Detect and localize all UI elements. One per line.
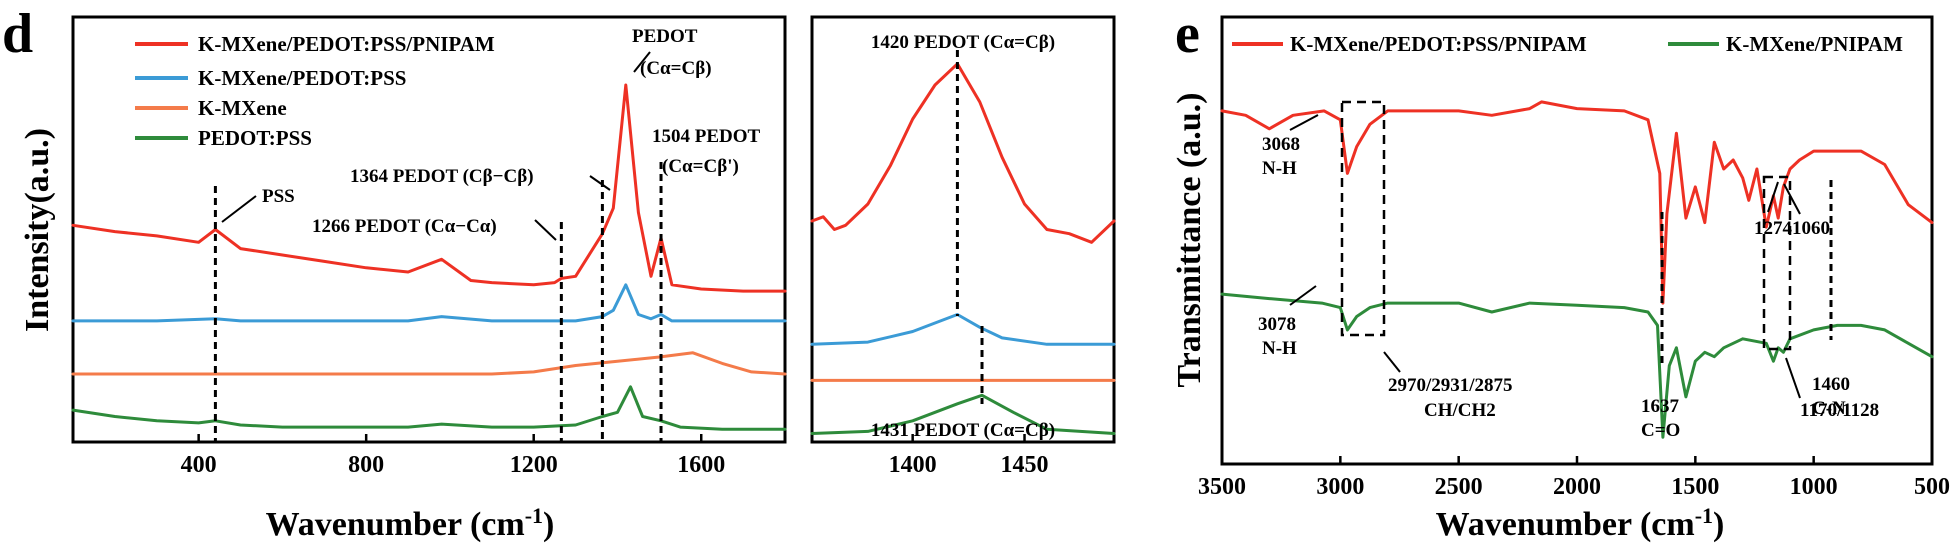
arrow-pedot	[633, 51, 651, 73]
inset-series	[810, 62, 1116, 435]
anno-3078: 3078	[1258, 314, 1296, 335]
anno-pss: PSS	[262, 186, 295, 207]
inset-series-green	[810, 393, 1116, 435]
anno-1504: 1504 PEDOT	[652, 126, 761, 147]
legend-label-red: K-MXene/PEDOT:PSS/PNIPAM	[198, 32, 495, 56]
panel-e-series-green	[1220, 292, 1934, 439]
panel-e-frame	[1220, 15, 1934, 466]
panel-e-series-red	[1220, 100, 1934, 305]
anno-pedot-sub: (Cα=Cβ)	[640, 58, 712, 79]
anno-1504-sub: (Cα=Cβ')	[662, 156, 739, 177]
panel-e-plot: 3500 3000 2500 2000 1500 1000 500 Wavenumber (…	[1171, 15, 1950, 543]
panel-d-xtick-label: 1200	[510, 452, 558, 478]
inset-anno-top: 1420 PEDOT (Cα=Cβ)	[871, 32, 1055, 53]
arrow-2970	[1383, 351, 1401, 373]
panel-letter-e: e	[1175, 3, 1200, 65]
anno-pedot: PEDOT	[632, 26, 698, 47]
legend-label-green: PEDOT:PSS	[198, 126, 312, 150]
panel-d-series-red	[71, 83, 787, 293]
anno-1460: 1460	[1812, 374, 1850, 395]
inset-series-blue	[810, 313, 1116, 346]
panel-d-xtick-label: 400	[181, 452, 217, 478]
panel-d-xtick-label: 1600	[677, 452, 725, 478]
panel-e-xtick-label: 2000	[1553, 474, 1601, 500]
panel-d-xtick-label: 800	[348, 452, 384, 478]
arrow-3078	[1289, 285, 1317, 306]
box-ch-region	[1340, 100, 1386, 337]
arrow-1060	[1783, 183, 1801, 215]
panel-d-ticks: 400 800 1200 1600	[181, 434, 725, 478]
panel-d-series-orange	[71, 351, 787, 376]
legend-e-label-green: K-MXene/PNIPAM	[1726, 32, 1903, 56]
panel-e-xtick-label: 2500	[1435, 474, 1483, 500]
panel-d-series	[71, 83, 787, 431]
inset-guides	[955, 50, 984, 404]
anno-co: C=O	[1641, 420, 1680, 441]
inset-xtick-label: 1400	[889, 452, 937, 478]
panel-d-ylabel: Intensity(a.u.)	[19, 128, 56, 332]
anno-1060: 1060	[1792, 218, 1830, 239]
panel-d-plot: 400 800 1200 1600 Wavenumber (cm-1) Intensi…	[19, 15, 787, 543]
legend-label-orange: K-MXene	[198, 96, 287, 120]
panel-e-xtick-label: 1000	[1790, 474, 1838, 500]
panel-e-xtick-label: 1500	[1671, 474, 1719, 500]
panel-e-xlabel: Wavenumber (cm-1)	[1436, 503, 1725, 543]
anno-1637: 1637	[1641, 396, 1680, 417]
anno-1170: 1170/1128	[1800, 400, 1879, 421]
inset-series-red	[810, 62, 1116, 244]
anno-1364: 1364 PEDOT (Cβ−Cβ)	[350, 166, 534, 187]
arrow-1170	[1785, 357, 1801, 399]
panel-letter-d: d	[2, 3, 33, 65]
panel-e-ylabel: Transmittance (a.u.)	[1171, 93, 1208, 388]
anno-1274: 1274	[1754, 218, 1793, 239]
arrow-pss	[221, 195, 257, 223]
panel-d-inset-frame	[810, 15, 1116, 444]
arrow-1266	[534, 219, 557, 241]
panel-d-inset-plot: 1400 1450 1420 PEDOT (Cα=Cβ) 1431 PEDOT (…	[810, 15, 1116, 478]
panel-d-guides	[213, 162, 663, 442]
anno-nh2: N-H	[1262, 338, 1297, 359]
arrow-3068	[1289, 114, 1319, 131]
panel-d-frame	[71, 15, 787, 444]
panel-e-xtick-label: 500	[1914, 474, 1950, 500]
legend-label-blue: K-MXene/PEDOT:PSS	[198, 66, 406, 90]
panel-e-xtick-label: 3500	[1198, 474, 1246, 500]
inset-ticks: 1400 1450	[889, 434, 1049, 478]
panel-d-series-green	[71, 385, 787, 431]
panel-d-xlabel: Wavenumber (cm-1)	[266, 503, 555, 543]
panel-d-legend: K-MXene/PEDOT:PSS/PNIPAM K-MXene/PEDOT:P…	[135, 32, 495, 150]
panel-e-legend: K-MXene/PEDOT:PSS/PNIPAM K-MXene/PNIPAM	[1232, 32, 1903, 56]
panel-e-series	[1220, 100, 1934, 439]
inset-xtick-label: 1450	[1001, 452, 1049, 478]
arrow-1274	[1767, 181, 1779, 213]
panel-e-xtick-label: 3000	[1316, 474, 1364, 500]
anno-cn: C-N	[1812, 398, 1846, 419]
anno-nh1: N-H	[1262, 158, 1297, 179]
panel-d-series-blue	[71, 283, 787, 323]
anno-2970: 2970/2931/2875	[1388, 375, 1513, 396]
legend-e-label-red: K-MXene/PEDOT:PSS/PNIPAM	[1290, 32, 1587, 56]
panel-e-ticks: 3500 3000 2500 2000 1500 1000 500	[1198, 456, 1950, 500]
inset-anno-bottom: 1431 PEDOT (Cα=Cβ)	[871, 420, 1055, 441]
anno-3068: 3068	[1262, 134, 1300, 155]
arrow-1364	[589, 175, 611, 191]
anno-1266: 1266 PEDOT (Cα−Cα)	[312, 216, 497, 237]
anno-ch: CH/CH2	[1424, 400, 1496, 421]
box-1170-region	[1762, 175, 1792, 351]
